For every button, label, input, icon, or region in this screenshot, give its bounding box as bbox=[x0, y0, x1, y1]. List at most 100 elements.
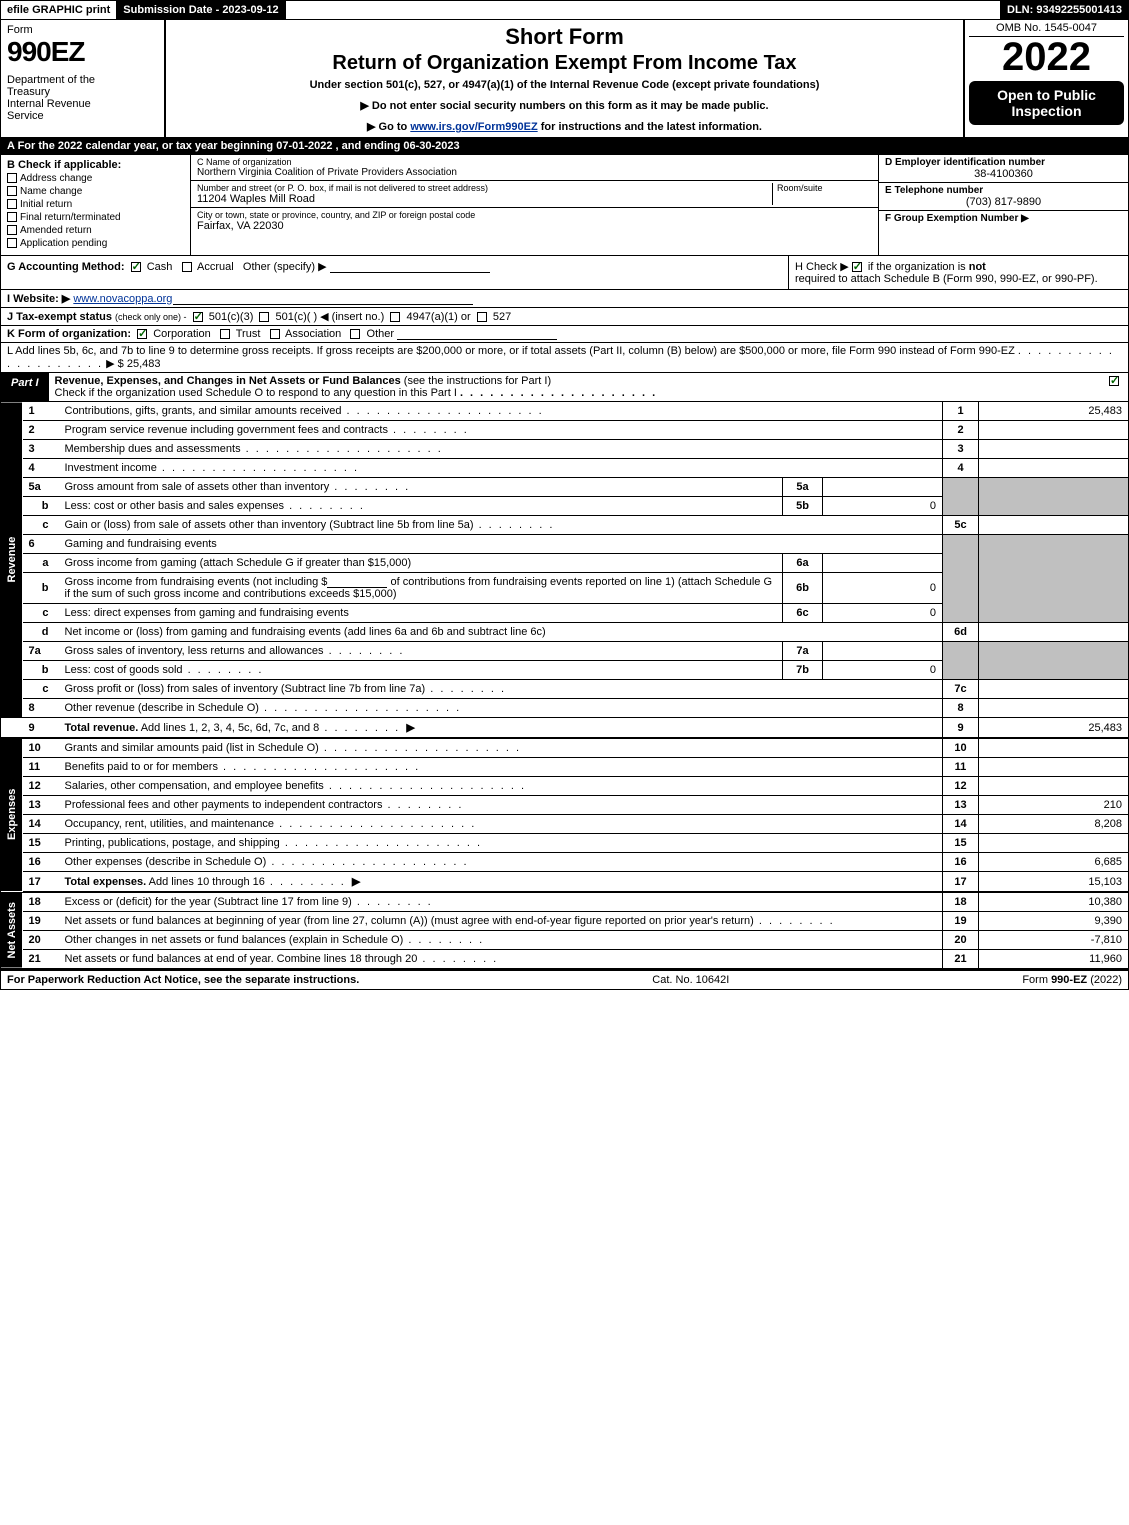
street-value: 11204 Waples Mill Road bbox=[197, 193, 772, 205]
section-l-amt-label: ▶ $ bbox=[106, 358, 127, 370]
line-1-col: 1 bbox=[943, 402, 979, 421]
line-7a-desc: Gross sales of inventory, less returns a… bbox=[59, 642, 783, 661]
line-15-num: 15 bbox=[23, 834, 59, 853]
cb-final-return[interactable]: Final return/terminated bbox=[7, 212, 184, 223]
line-5b-num: b bbox=[23, 497, 59, 516]
cb-name-change[interactable]: Name change bbox=[7, 186, 184, 197]
cb-schedule-b[interactable] bbox=[852, 262, 862, 272]
line-16-num: 16 bbox=[23, 853, 59, 872]
cb-association[interactable] bbox=[270, 329, 280, 339]
section-l: L Add lines 5b, 6c, and 7b to line 9 to … bbox=[0, 343, 1129, 373]
line-6a-desc: Gross income from gaming (attach Schedul… bbox=[59, 554, 783, 573]
line-7ab-amt-shade bbox=[979, 642, 1129, 680]
directive-goto-pre: ▶ Go to bbox=[367, 121, 410, 133]
cb-amended-return[interactable]: Amended return bbox=[7, 225, 184, 236]
part-1-header: Part I Revenue, Expenses, and Changes in… bbox=[0, 373, 1129, 402]
line-11-desc: Benefits paid to or for members bbox=[59, 758, 943, 777]
dln: DLN: 93492255001413 bbox=[1001, 1, 1128, 19]
line-10-desc: Grants and similar amounts paid (list in… bbox=[59, 738, 943, 758]
line-17-desc: Total expenses. Add lines 10 through 16 … bbox=[59, 872, 943, 893]
line-6abc-shade bbox=[943, 535, 979, 623]
tax-exempt-note: (check only one) - bbox=[115, 312, 187, 322]
line-9-col: 9 bbox=[943, 718, 979, 739]
line-3-desc: Membership dues and assessments bbox=[59, 440, 943, 459]
line-2-desc: Program service revenue including govern… bbox=[59, 421, 943, 440]
page-footer: For Paperwork Reduction Act Notice, see … bbox=[0, 969, 1129, 990]
cb-corporation[interactable] bbox=[137, 329, 147, 339]
cb-cash[interactable] bbox=[131, 262, 141, 272]
line-12-amt bbox=[979, 777, 1129, 796]
line-17-col: 17 bbox=[943, 872, 979, 893]
header-left: Form 990EZ Department of theTreasuryInte… bbox=[1, 20, 166, 137]
website-link[interactable]: www.novacoppa.org bbox=[73, 293, 172, 305]
section-b-options: Address change Name change Initial retur… bbox=[7, 173, 184, 249]
line-6d-col: 6d bbox=[943, 623, 979, 642]
line-7c-desc: Gross profit or (loss) from sales of inv… bbox=[59, 680, 943, 699]
line-8-amt bbox=[979, 699, 1129, 718]
room-suite-label: Room/suite bbox=[772, 183, 872, 205]
other-method-blank bbox=[330, 272, 490, 273]
part-1-tag: Part I bbox=[1, 373, 49, 401]
accrual-label: Accrual bbox=[197, 261, 234, 273]
cb-trust[interactable] bbox=[220, 329, 230, 339]
section-a: A For the 2022 calendar year, or tax yea… bbox=[0, 138, 1129, 155]
section-h-not: not bbox=[969, 261, 986, 273]
cb-501c3[interactable] bbox=[193, 312, 203, 322]
line-5a-num: 5a bbox=[23, 478, 59, 497]
cb-schedule-o-part1[interactable] bbox=[1109, 376, 1119, 386]
line-1-num: 1 bbox=[23, 402, 59, 421]
line-10-num: 10 bbox=[23, 738, 59, 758]
open-to-public: Open to Public Inspection bbox=[969, 81, 1124, 125]
line-17-num: 17 bbox=[23, 872, 59, 893]
tax-year-end: 06-30-2023 bbox=[403, 140, 459, 152]
line-12-num: 12 bbox=[23, 777, 59, 796]
opt-501c3: 501(c)(3) bbox=[209, 311, 254, 323]
line-2-amt bbox=[979, 421, 1129, 440]
section-d: D Employer identification number 38-4100… bbox=[879, 155, 1128, 183]
directive-ssn: ▶ Do not enter social security numbers o… bbox=[172, 99, 957, 112]
line-6abc-amt-shade bbox=[979, 535, 1129, 623]
org-name-label: C Name of organization bbox=[197, 157, 872, 167]
line-18-amt: 10,380 bbox=[979, 892, 1129, 912]
cash-label: Cash bbox=[147, 261, 173, 273]
line-6c-num: c bbox=[23, 604, 59, 623]
cb-4947[interactable] bbox=[390, 312, 400, 322]
side-label-revenue: Revenue bbox=[1, 402, 23, 718]
city-label: City or town, state or province, country… bbox=[197, 210, 872, 220]
cb-initial-return[interactable]: Initial return bbox=[7, 199, 184, 210]
section-bcdef: B Check if applicable: Address change Na… bbox=[0, 155, 1129, 256]
line-5c-num: c bbox=[23, 516, 59, 535]
opt-4947: 4947(a)(1) or bbox=[406, 311, 470, 323]
cb-application-pending[interactable]: Application pending bbox=[7, 238, 184, 249]
footer-right: Form 990-EZ (2022) bbox=[1022, 974, 1122, 986]
section-f: F Group Exemption Number ▶ bbox=[879, 211, 1128, 226]
efile-print[interactable]: efile GRAPHIC print bbox=[1, 1, 117, 19]
line-15-col: 15 bbox=[943, 834, 979, 853]
line-6a-box: 6a bbox=[783, 554, 823, 573]
line-5b-val: 0 bbox=[823, 497, 943, 516]
cb-501c[interactable] bbox=[259, 312, 269, 322]
cb-527[interactable] bbox=[477, 312, 487, 322]
line-21-amt: 11,960 bbox=[979, 950, 1129, 969]
subtitle: Under section 501(c), 527, or 4947(a)(1)… bbox=[172, 79, 957, 91]
line-9-num: 9 bbox=[23, 718, 59, 739]
line-14-amt: 8,208 bbox=[979, 815, 1129, 834]
cb-address-change[interactable]: Address change bbox=[7, 173, 184, 184]
cb-other-org[interactable] bbox=[350, 329, 360, 339]
street-label: Number and street (or P. O. box, if mail… bbox=[197, 183, 772, 193]
cb-accrual[interactable] bbox=[182, 262, 192, 272]
accounting-method-label: G Accounting Method: bbox=[7, 261, 125, 273]
website-underline bbox=[173, 304, 473, 305]
tax-exempt-label: J Tax-exempt status bbox=[7, 311, 112, 323]
line-4-col: 4 bbox=[943, 459, 979, 478]
form-of-org-label: K Form of organization: bbox=[7, 328, 131, 340]
line-6b-box: 6b bbox=[783, 573, 823, 604]
submission-date: Submission Date - 2023-09-12 bbox=[117, 1, 285, 19]
line-3-col: 3 bbox=[943, 440, 979, 459]
line-14-num: 14 bbox=[23, 815, 59, 834]
line-6c-desc: Less: direct expenses from gaming and fu… bbox=[59, 604, 783, 623]
line-13-amt: 210 bbox=[979, 796, 1129, 815]
irs-link[interactable]: www.irs.gov/Form990EZ bbox=[410, 121, 537, 133]
side-label-net-assets: Net Assets bbox=[1, 892, 23, 969]
opt-527: 527 bbox=[493, 311, 511, 323]
